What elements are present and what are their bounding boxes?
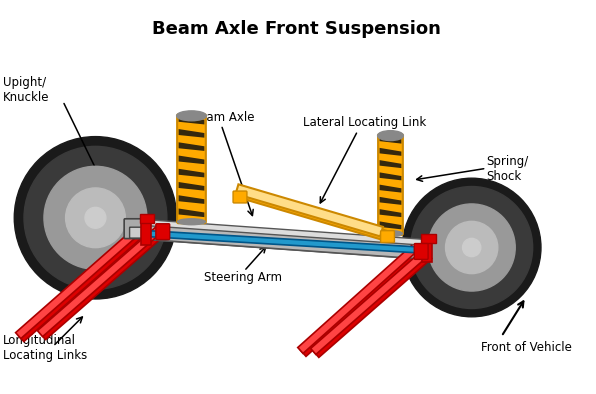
Ellipse shape [428, 204, 515, 291]
Polygon shape [240, 188, 387, 240]
FancyBboxPatch shape [414, 243, 428, 259]
Text: Spring/
Shock: Spring/ Shock [486, 155, 529, 184]
Polygon shape [380, 136, 401, 143]
Polygon shape [380, 160, 401, 168]
Text: Longitudinal
Locating Links: Longitudinal Locating Links [4, 334, 88, 362]
Ellipse shape [44, 166, 147, 269]
Text: Beam Axle Front Suspension: Beam Axle Front Suspension [152, 20, 441, 38]
Polygon shape [422, 238, 432, 262]
Ellipse shape [176, 111, 206, 121]
Polygon shape [179, 129, 204, 138]
FancyBboxPatch shape [378, 134, 403, 235]
FancyBboxPatch shape [233, 191, 247, 203]
Polygon shape [18, 227, 148, 342]
Ellipse shape [446, 221, 498, 273]
Ellipse shape [378, 131, 403, 141]
Polygon shape [130, 231, 148, 236]
Ellipse shape [378, 230, 402, 237]
Ellipse shape [66, 188, 125, 248]
FancyBboxPatch shape [421, 234, 436, 243]
Polygon shape [38, 227, 162, 336]
Polygon shape [235, 184, 383, 236]
Polygon shape [41, 230, 164, 340]
Polygon shape [15, 224, 145, 338]
Polygon shape [179, 142, 204, 151]
FancyBboxPatch shape [129, 227, 144, 238]
Polygon shape [179, 182, 204, 191]
Ellipse shape [14, 137, 176, 299]
Polygon shape [380, 172, 401, 180]
Polygon shape [380, 148, 401, 156]
Polygon shape [148, 230, 427, 259]
Ellipse shape [411, 186, 533, 309]
Polygon shape [380, 185, 401, 193]
Ellipse shape [178, 219, 206, 225]
Polygon shape [380, 209, 401, 217]
Ellipse shape [402, 178, 541, 317]
Polygon shape [311, 249, 429, 355]
Ellipse shape [462, 238, 481, 256]
Text: Lateral Locating Link: Lateral Locating Link [303, 116, 427, 129]
Polygon shape [148, 225, 427, 259]
Text: Steering Arm: Steering Arm [204, 271, 283, 284]
Polygon shape [179, 116, 204, 125]
Polygon shape [179, 156, 204, 164]
Text: Upight/
Knuckle: Upight/ Knuckle [4, 76, 50, 104]
FancyBboxPatch shape [381, 230, 395, 243]
Polygon shape [380, 221, 401, 229]
Polygon shape [148, 230, 427, 253]
FancyBboxPatch shape [124, 219, 148, 239]
Polygon shape [313, 253, 432, 357]
FancyBboxPatch shape [139, 214, 154, 223]
Ellipse shape [24, 146, 167, 289]
Text: Front of Vehicle: Front of Vehicle [480, 340, 572, 353]
Polygon shape [179, 195, 204, 204]
Polygon shape [179, 208, 204, 217]
Ellipse shape [85, 207, 106, 228]
FancyBboxPatch shape [177, 114, 206, 223]
Polygon shape [141, 218, 151, 245]
Polygon shape [298, 245, 417, 353]
FancyBboxPatch shape [156, 224, 170, 240]
Polygon shape [380, 197, 401, 205]
Text: Beam Axle: Beam Axle [191, 111, 255, 124]
Polygon shape [148, 220, 427, 245]
Polygon shape [179, 169, 204, 177]
Polygon shape [301, 249, 420, 357]
